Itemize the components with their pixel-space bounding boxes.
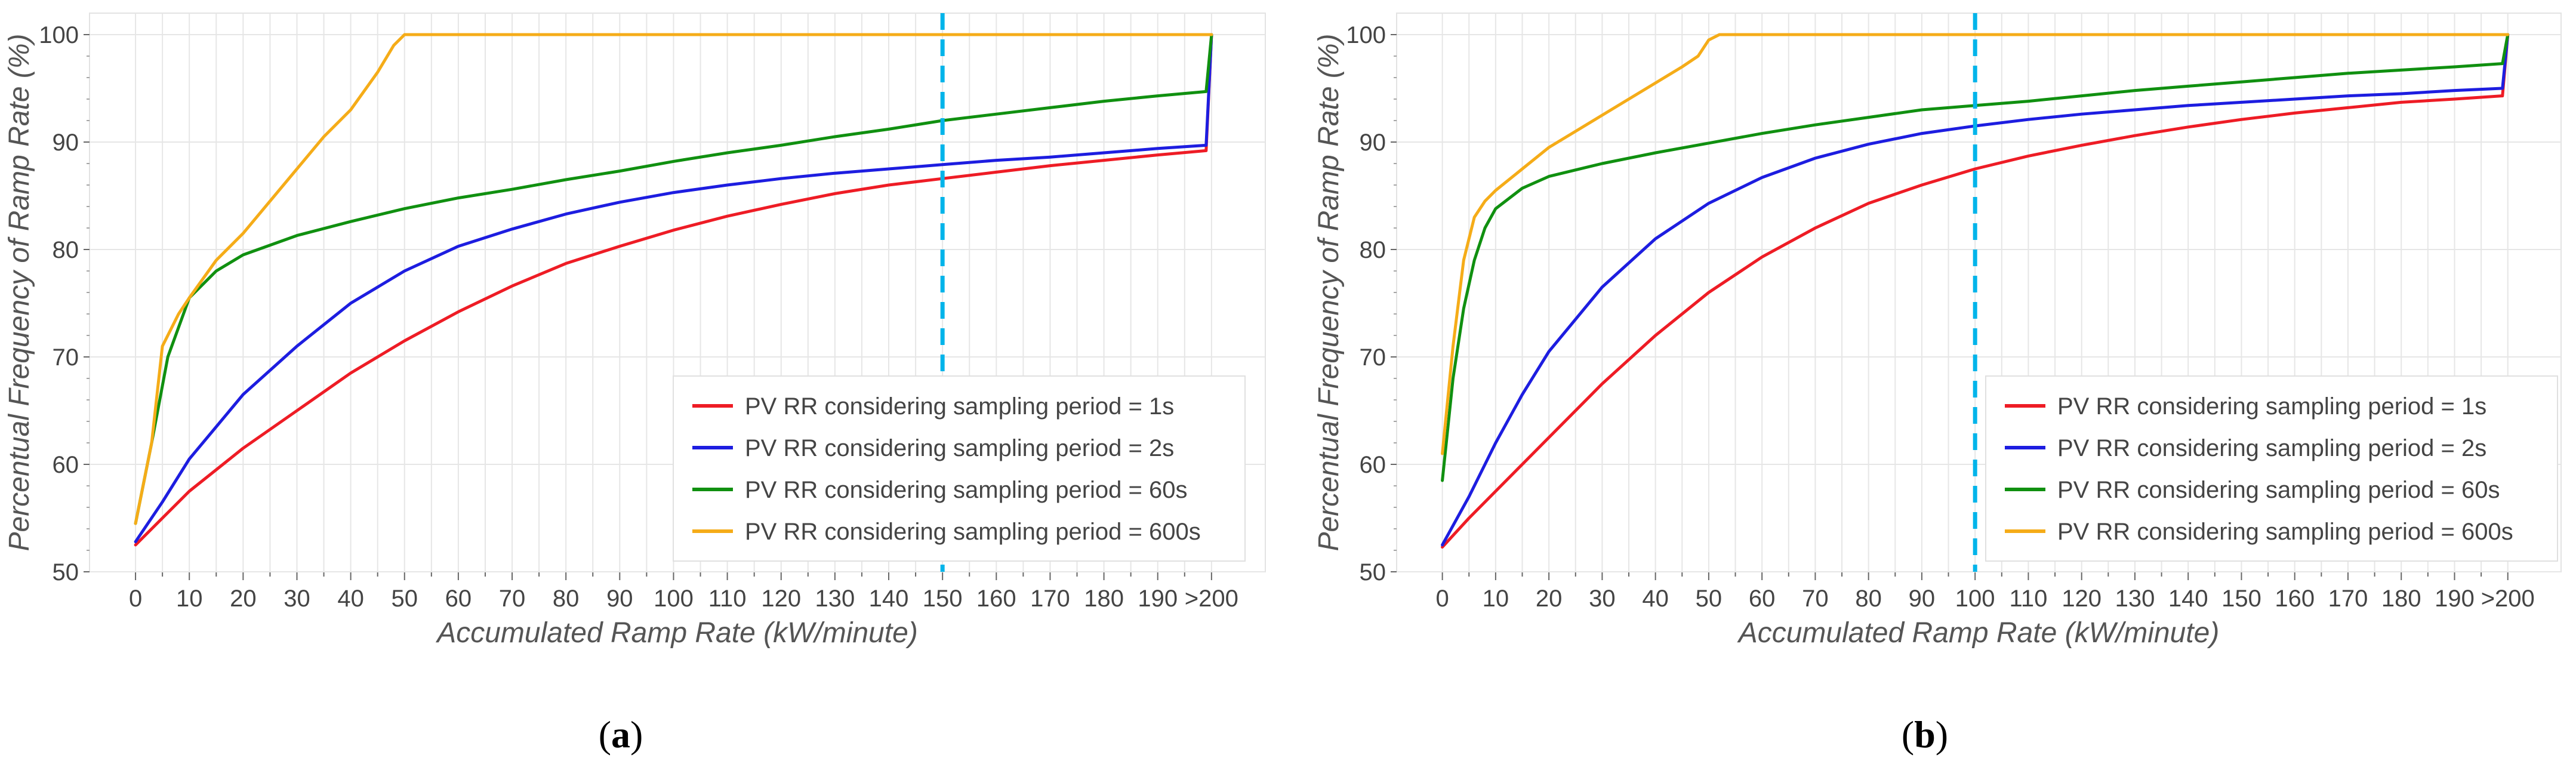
x-tick-label: 140: [869, 586, 909, 612]
legend-label: PV RR considering sampling period = 60s: [745, 477, 1188, 503]
x-tick-label: 100: [1955, 586, 1995, 612]
legend: PV RR considering sampling period = 1s PV…: [1985, 375, 2558, 562]
series-line-3: [1441, 33, 2510, 482]
legend-box: [1985, 375, 2558, 562]
x-tick-label: 160: [2275, 586, 2315, 612]
x-tick-label: 180: [1084, 586, 1124, 612]
x-tick-label: 10: [176, 586, 203, 612]
y-tick-label: 60: [1360, 452, 1386, 478]
panel-a: 0 10 20 30 40 50 60 70 80 90 100 110 120 130 140 150 160…: [4, 13, 1266, 756]
legend-label: PV RR considering sampling period = 60s: [2057, 477, 2500, 503]
x-tick-label: 80: [553, 586, 580, 612]
x-tick-label: 70: [1802, 586, 1829, 612]
caption-close-paren: ): [1936, 713, 1948, 756]
series-line-2: [134, 33, 1213, 544]
panel-caption: (b): [1902, 713, 1948, 756]
legend-label: PV RR considering sampling period = 2s: [2057, 435, 2486, 461]
y-tick-label: 80: [1360, 237, 1386, 263]
caption-open-paren: (: [599, 713, 611, 756]
legend-label: PV RR considering sampling period = 2s: [745, 435, 1174, 461]
y-tick-label: 100: [39, 22, 79, 48]
x-tick-label: >200: [2481, 586, 2535, 612]
x-tick-label: >200: [1185, 586, 1238, 612]
x-tick-label: 90: [1909, 586, 1936, 612]
x-tick-label: 120: [2062, 586, 2102, 612]
x-tick-label: 160: [976, 586, 1016, 612]
x-tick-label: 10: [1483, 586, 1509, 612]
x-tick-label: 110: [708, 586, 747, 612]
x-axis-title: Accumulated Ramp Rate (kW/minute): [1737, 617, 2220, 649]
y-tick-label: 90: [1360, 130, 1386, 156]
y-tick-label: 70: [1360, 344, 1386, 371]
x-tick-label: 50: [392, 586, 418, 612]
x-tick-label: 110: [2010, 586, 2048, 612]
x-tick-label: 60: [445, 586, 472, 612]
x-tick-label: 170: [1030, 586, 1070, 612]
legend-label: PV RR considering sampling period = 1s: [2057, 393, 2486, 420]
series-line-4: [1441, 33, 2510, 455]
x-tick-label: 120: [761, 586, 801, 612]
caption-letter: b: [1914, 713, 1936, 756]
x-tick-label: 170: [2328, 586, 2368, 612]
x-tick-label: 190: [2435, 586, 2475, 612]
x-tick-label: 180: [2381, 586, 2421, 612]
panel-caption: (a): [599, 713, 643, 756]
y-tick-label: 100: [1346, 22, 1386, 48]
y-tick-label: 80: [53, 237, 79, 263]
x-tick-label: 40: [1642, 586, 1669, 612]
x-tick-label: 70: [499, 586, 526, 612]
x-tick-label: 30: [1589, 586, 1616, 612]
caption-letter: a: [611, 713, 630, 756]
x-axis-title: Accumulated Ramp Rate (kW/minute): [435, 617, 918, 649]
y-tick-label: 50: [1360, 559, 1386, 586]
x-tick-label: 50: [1696, 586, 1723, 612]
x-tick-label: 0: [129, 586, 142, 612]
x-tick-label: 150: [923, 586, 963, 612]
x-tick-label: 60: [1749, 586, 1776, 612]
x-tick-label: 0: [1436, 586, 1449, 612]
x-tick-label: 20: [1536, 586, 1563, 612]
caption-open-paren: (: [1902, 713, 1914, 756]
x-tick-label: 80: [1855, 586, 1882, 612]
x-tick-label: 90: [606, 586, 633, 612]
y-axis-title: Percentual Frequency of Ramp Rate (%): [4, 33, 35, 551]
legend-label: PV RR considering sampling period = 1s: [745, 393, 1174, 420]
legend: PV RR considering sampling period = 1s PV…: [673, 375, 1246, 562]
legend-box: [673, 375, 1246, 562]
x-tick-label: 100: [654, 586, 694, 612]
legend-label: PV RR considering sampling period = 600s: [745, 519, 1201, 545]
series-line-2: [1441, 33, 2510, 547]
x-tick-label: 130: [815, 586, 855, 612]
y-axis-title: Percentual Frequency of Ramp Rate (%): [1313, 33, 1345, 551]
x-tick-label: 190: [1138, 586, 1178, 612]
x-tick-label: 20: [230, 586, 257, 612]
y-tick-label: 90: [53, 130, 79, 156]
series-line-3: [134, 33, 1213, 525]
x-tick-label: 140: [2168, 586, 2208, 612]
panel-b: 0 10 20 30 40 50 60 70 80 90 100 110 120 130 140 150 160…: [1313, 13, 2562, 756]
legend-label: PV RR considering sampling period = 600s: [2057, 519, 2513, 545]
series-line-1: [1441, 33, 2510, 549]
series-line-1: [134, 33, 1213, 547]
x-tick-label: 40: [337, 586, 364, 612]
x-tick-label: 150: [2221, 586, 2261, 612]
y-tick-label: 70: [53, 344, 79, 371]
y-tick-label: 50: [53, 559, 79, 586]
caption-close-paren: ): [630, 713, 643, 756]
x-tick-label: 130: [2115, 586, 2155, 612]
series-line-4: [134, 33, 1213, 525]
x-tick-label: 30: [284, 586, 310, 612]
y-tick-label: 60: [53, 452, 79, 478]
